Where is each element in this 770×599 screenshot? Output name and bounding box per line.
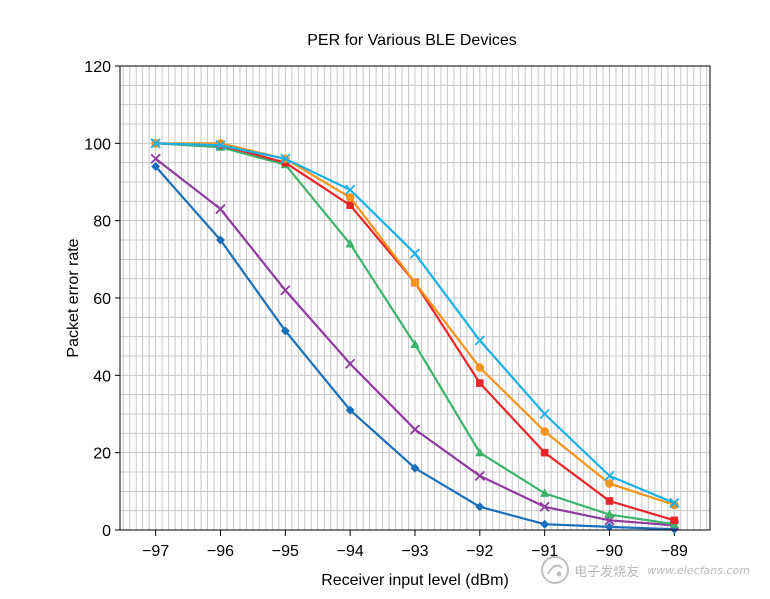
plot-frame <box>119 65 711 531</box>
data-point <box>540 448 549 457</box>
x-tick-label: −90 <box>596 543 623 560</box>
watermark-text: 电子发烧友 <box>574 564 640 580</box>
y-tick-label: 60 <box>93 291 111 308</box>
y-axis-ticks: 0 20 40 60 80 100 120 <box>84 59 120 540</box>
data-point <box>280 153 291 164</box>
grid <box>120 66 710 530</box>
data-point <box>215 203 226 215</box>
data-point <box>605 497 614 505</box>
x-tick-label: −95 <box>272 543 299 560</box>
data-point <box>474 335 485 346</box>
data-point <box>475 363 485 372</box>
data-point <box>280 326 290 336</box>
data-point <box>605 522 615 532</box>
data-point <box>539 408 550 420</box>
data-point <box>345 238 355 248</box>
x-tick-label: −96 <box>207 543 234 560</box>
data-point <box>409 248 421 259</box>
data-point <box>150 138 161 149</box>
data-point <box>669 497 680 509</box>
x-axis-ticks: −97 −96 −95 −94 −93 −92 −91 −90 −89 <box>142 530 688 560</box>
data-point <box>215 235 225 245</box>
data-point <box>476 379 484 387</box>
data-point <box>215 140 226 151</box>
series-layer <box>150 138 680 534</box>
data-point <box>410 463 420 473</box>
data-point <box>540 427 549 436</box>
data-point <box>475 502 485 512</box>
elecfans-logo-icon <box>541 556 570 584</box>
data-point <box>280 285 291 296</box>
data-point <box>604 509 615 519</box>
data-point <box>345 405 355 415</box>
x-tick-label: −91 <box>531 543 558 560</box>
series-1 <box>151 162 679 534</box>
data-point <box>604 470 615 482</box>
y-axis-label: Packet error rate <box>65 238 82 357</box>
x-tick-label: −89 <box>661 543 688 560</box>
y-tick-label: 0 <box>102 523 111 540</box>
data-point <box>474 470 485 482</box>
x-axis-label: Receiver input level (dBm) <box>321 572 509 589</box>
x-tick-label: −93 <box>401 543 428 560</box>
data-point <box>151 162 161 172</box>
data-point <box>409 424 421 435</box>
data-point <box>540 519 550 529</box>
y-tick-label: 80 <box>93 214 111 231</box>
data-point <box>345 193 355 202</box>
data-point <box>346 201 354 209</box>
y-tick-label: 100 <box>84 136 111 153</box>
x-tick-label: −97 <box>142 543 169 560</box>
data-point <box>540 488 550 497</box>
data-point <box>150 153 161 164</box>
data-point <box>605 479 614 488</box>
data-point <box>345 358 356 369</box>
series-6 <box>150 138 680 509</box>
y-tick-label: 20 <box>93 446 111 463</box>
data-point <box>475 447 485 457</box>
y-tick-label: 120 <box>84 59 111 76</box>
y-tick-label: 40 <box>93 368 111 385</box>
data-point <box>670 516 679 525</box>
watermark-url: www.elecfans.com <box>647 563 750 577</box>
x-tick-label: −92 <box>466 543 493 560</box>
data-point <box>345 184 356 195</box>
series-2 <box>150 153 680 531</box>
watermark: 电子发烧友 www.elecfans.com <box>540 555 750 585</box>
data-point <box>539 501 550 512</box>
chart-title: PER for Various BLE Devices <box>307 32 517 49</box>
data-point <box>410 278 420 287</box>
data-point <box>410 339 420 348</box>
x-tick-label: −94 <box>337 543 364 560</box>
